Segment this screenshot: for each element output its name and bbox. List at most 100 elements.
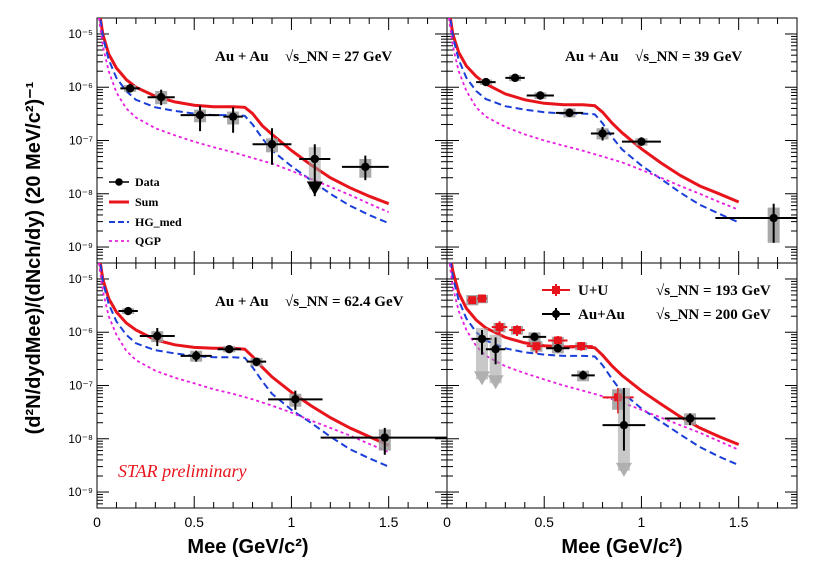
- y-tick-label: 10⁻⁶: [68, 80, 93, 94]
- legend-marker: [552, 286, 560, 294]
- curve-hg-med: [99, 18, 390, 225]
- series-auau: [472, 328, 716, 477]
- data-point: [536, 91, 545, 100]
- curve-hg-med: [449, 18, 740, 224]
- x-axis-title-left: Mee (GeV/c²): [187, 536, 308, 558]
- legend-label: U+U: [578, 283, 608, 299]
- data-point: [380, 433, 389, 442]
- curve-hg-med: [449, 263, 740, 467]
- x-tick-label: 0.5: [184, 514, 204, 530]
- y-tick-label: 10⁻⁶: [68, 325, 93, 339]
- panel-title: Au + Au: [565, 49, 619, 65]
- data-point: [598, 129, 607, 138]
- y-tick-label: 10⁻⁷: [69, 134, 93, 148]
- curve-sum: [448, 18, 740, 204]
- panel-energy: √s_NN = 27 GeV: [285, 49, 392, 65]
- panel-top-right: Au + Au √s_NN = 39 GeV: [446, 17, 798, 264]
- series-data: [120, 84, 389, 197]
- plot-area: [448, 263, 740, 477]
- data-point: [769, 213, 778, 223]
- x-tick-label: 0: [93, 514, 101, 530]
- data-point: [491, 345, 500, 354]
- panel-bottom-right: 0 0.5 1 1.5 U+U √s_NN = 193 GeV Au+Au √s_NN = 2…: [443, 262, 798, 530]
- legend-data-marker: [115, 178, 123, 186]
- star-preliminary-label: STAR preliminary: [118, 461, 247, 481]
- panel-title: Au + Au: [215, 294, 269, 310]
- curve-sum: [98, 18, 390, 206]
- upper-limit-arrow: [615, 462, 632, 477]
- legend-label: Data: [135, 175, 160, 189]
- legend: Data Sum HG_med QGP: [109, 175, 182, 248]
- data-point: [477, 334, 487, 344]
- y-tick-label: 10⁻⁹: [68, 240, 93, 254]
- x-tick-label: 1: [638, 514, 646, 530]
- y-tick-label: 10⁻⁵: [68, 272, 93, 286]
- x-axis-title-right: Mee (GeV/c²): [561, 536, 682, 558]
- curve-qgp: [448, 263, 740, 451]
- data-point-square: [513, 326, 521, 335]
- data-point: [267, 140, 277, 149]
- data-point: [252, 357, 261, 366]
- y-tick-label: 10⁻⁸: [68, 187, 93, 201]
- x-tick-label: 1.5: [379, 514, 399, 530]
- data-point-square: [577, 342, 586, 351]
- legend-label: Sum: [135, 195, 158, 209]
- data-point: [125, 84, 135, 93]
- data-point: [685, 414, 695, 423]
- curve-hg-med: [99, 263, 390, 468]
- legend-label: QGP: [135, 234, 161, 248]
- legend-marker: [552, 310, 560, 318]
- data-point: [195, 110, 205, 120]
- series-data: [118, 306, 447, 455]
- data-point: [361, 162, 370, 172]
- y-tick-label: 10⁻⁹: [68, 485, 93, 499]
- data-point: [481, 77, 491, 87]
- plot-area: [98, 263, 447, 468]
- legend-label: HG_med: [135, 215, 182, 229]
- plot-area: [98, 18, 390, 225]
- legend-label: Au+Au: [578, 307, 625, 323]
- panel-energy: √s_NN = 62.4 GeV: [285, 294, 404, 310]
- y-tick-label: 10⁻⁷: [69, 379, 93, 393]
- data-point-square: [553, 336, 562, 345]
- data-point-square: [495, 323, 504, 332]
- panel-frame: [446, 17, 798, 264]
- data-point-square: [478, 294, 486, 303]
- data-point: [619, 420, 629, 430]
- panel-energy: √s_NN = 39 GeV: [635, 49, 742, 65]
- data-point: [565, 108, 574, 118]
- data-point: [553, 344, 563, 353]
- data-point: [510, 73, 520, 83]
- data-point: [530, 332, 539, 342]
- legend-energy: √s_NN = 193 GeV: [656, 283, 771, 299]
- upper-limit-arrow: [487, 375, 504, 390]
- data-point: [637, 137, 646, 146]
- panel-top-left: 10⁻⁹ 10⁻⁸ 10⁻⁷ 10⁻⁶ 10⁻⁵ Au + Au √s_NN = 27 Ge…: [68, 17, 448, 264]
- data-point: [123, 306, 133, 316]
- panel-title: Au + Au: [215, 49, 269, 65]
- data-point: [191, 351, 201, 361]
- y-tick-label: 10⁻⁸: [68, 432, 93, 446]
- x-tick-label: 0: [443, 514, 451, 530]
- x-tick-label: 1: [288, 514, 296, 530]
- curve-qgp: [98, 263, 390, 454]
- data-point: [291, 395, 300, 404]
- data-point: [156, 93, 166, 102]
- y-tick-label: 10⁻⁵: [68, 27, 93, 41]
- y-axis-title: (d²N/dydMee)/(dNch/dy) (20 MeV/c²)⁻¹: [23, 81, 45, 434]
- panel-bottom-left: 10⁻⁹ 10⁻⁸ 10⁻⁷ 10⁻⁶ 10⁻⁵ 0 0.5 1 1.5 Au + Au √s_NN…: [68, 262, 448, 530]
- legend-energy: √s_NN = 200 GeV: [656, 307, 771, 323]
- upper-limit-arrow: [474, 371, 490, 386]
- curve-sum: [98, 263, 390, 447]
- data-point: [578, 371, 588, 380]
- legend: U+U √s_NN = 193 GeV Au+Au √s_NN = 200 GeV: [542, 283, 771, 323]
- series-data: [476, 73, 797, 243]
- data-point: [153, 331, 162, 341]
- data-point: [225, 345, 234, 354]
- plot-area: [448, 18, 797, 243]
- x-tick-label: 0.5: [534, 514, 554, 530]
- data-point: [228, 112, 238, 121]
- data-point: [310, 154, 319, 164]
- data-point-square: [468, 296, 477, 305]
